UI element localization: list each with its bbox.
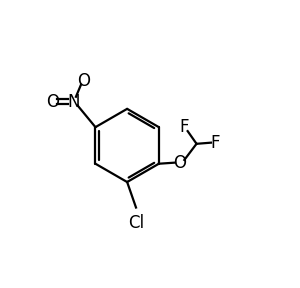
Text: Cl: Cl	[128, 214, 144, 232]
Text: F: F	[180, 118, 189, 136]
Text: N: N	[67, 93, 80, 111]
Text: O: O	[77, 72, 90, 90]
Text: O: O	[46, 93, 59, 111]
Text: F: F	[211, 134, 220, 152]
Text: O: O	[173, 154, 186, 172]
